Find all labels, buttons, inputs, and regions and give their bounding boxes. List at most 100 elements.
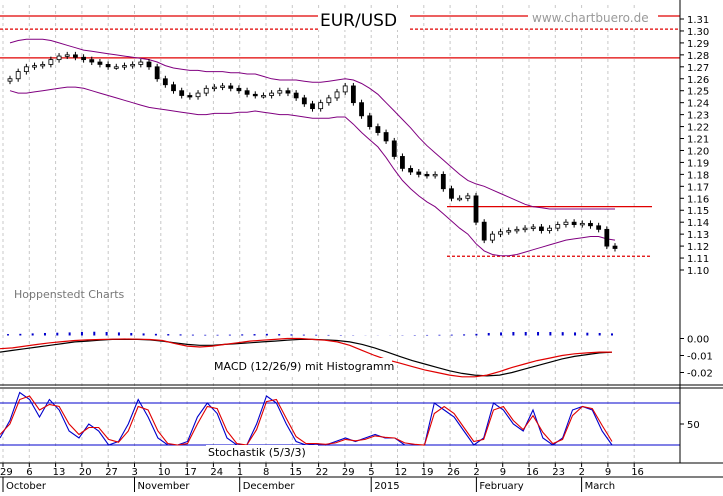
month-label: March xyxy=(585,481,615,492)
month-label: December xyxy=(243,481,296,492)
candle xyxy=(285,90,291,94)
date-tick-label: 13 xyxy=(53,467,66,478)
candle xyxy=(293,92,299,99)
price-tick-label: 1.19 xyxy=(687,158,709,169)
month-label: November xyxy=(138,481,191,492)
candle xyxy=(375,126,381,133)
date-tick-label: 29 xyxy=(0,467,13,478)
candle xyxy=(440,173,446,190)
candle xyxy=(179,90,185,96)
candle xyxy=(32,65,37,68)
price-tick-label: 1.16 xyxy=(687,194,709,205)
watermark: www.chartbuero.de xyxy=(532,11,649,25)
candle xyxy=(530,226,536,229)
candle xyxy=(326,97,332,104)
price-tick-label: 1.30 xyxy=(687,27,709,38)
candle xyxy=(555,224,561,229)
bollinger-lower-band xyxy=(9,86,616,257)
axis-ticks: 1.311.301.291.281.271.261.251.241.231.22… xyxy=(0,15,713,492)
candle xyxy=(162,78,168,86)
date-tick-label: 8 xyxy=(263,467,269,478)
candle xyxy=(252,93,258,97)
reference-lines xyxy=(0,15,680,257)
candle xyxy=(122,65,127,68)
candle xyxy=(138,61,144,65)
date-tick-label: 26 xyxy=(447,467,460,478)
candle xyxy=(514,228,520,232)
bollinger-bands xyxy=(9,38,616,257)
date-tick-label: 15 xyxy=(289,467,302,478)
candle xyxy=(473,195,479,223)
candle xyxy=(146,61,152,68)
candle xyxy=(23,66,29,72)
macd-histogram xyxy=(7,331,613,336)
candle xyxy=(579,222,585,226)
date-tick-label: 24 xyxy=(210,467,223,478)
date-tick-label: 3 xyxy=(132,467,138,478)
price-tick-label: 1.27 xyxy=(687,63,709,74)
candle xyxy=(334,91,340,99)
candle xyxy=(612,245,618,249)
price-tick-label: 1.14 xyxy=(687,218,709,229)
candle xyxy=(318,102,324,110)
price-tick-label: 1.24 xyxy=(687,99,709,110)
candle xyxy=(228,85,234,89)
candle xyxy=(588,222,593,227)
price-tick-label: 1.13 xyxy=(687,230,709,241)
candle xyxy=(64,54,70,57)
candle xyxy=(48,59,54,65)
stoch-label-backdrop xyxy=(206,445,318,461)
candle xyxy=(522,227,528,231)
date-tick-label: 12 xyxy=(395,467,408,478)
candle xyxy=(367,115,373,127)
month-label: October xyxy=(6,481,47,492)
candle xyxy=(56,55,62,61)
price-candles xyxy=(7,51,618,252)
candle xyxy=(97,61,103,65)
price-tick-label: 1.31 xyxy=(687,15,709,26)
date-tick-label: 17 xyxy=(184,467,197,478)
credit-label: Hoppenstedt Charts xyxy=(14,288,125,301)
price-tick-label: 1.17 xyxy=(687,182,709,193)
candle xyxy=(40,64,46,67)
candle xyxy=(113,66,119,69)
candle xyxy=(571,221,577,225)
candle xyxy=(432,173,438,177)
chart-title: EUR/USD xyxy=(320,11,397,31)
candle xyxy=(277,90,283,94)
candle xyxy=(154,66,160,80)
price-tick-label: 1.26 xyxy=(687,75,709,86)
price-tick-label: 1.28 xyxy=(687,51,709,62)
candle xyxy=(539,226,544,231)
candle xyxy=(457,197,463,201)
candle xyxy=(596,225,602,230)
candle xyxy=(203,87,209,94)
candle xyxy=(195,92,201,98)
candle xyxy=(301,97,307,105)
date-tick-label: 19 xyxy=(421,467,434,478)
candle xyxy=(408,168,414,173)
candle xyxy=(506,230,512,233)
candle xyxy=(350,85,356,104)
candle xyxy=(269,92,275,96)
date-tick-label: 9 xyxy=(500,467,506,478)
date-tick-label: 5 xyxy=(368,467,374,478)
date-tick-label: 29 xyxy=(342,467,355,478)
candle xyxy=(547,227,552,231)
candle xyxy=(81,56,86,61)
candle xyxy=(310,103,315,110)
candle xyxy=(130,64,136,67)
candle xyxy=(105,64,111,68)
candle xyxy=(73,54,78,58)
candle xyxy=(359,102,364,117)
candle xyxy=(187,95,193,98)
bollinger-upper-band xyxy=(9,38,615,210)
price-tick-label: 1.12 xyxy=(687,242,709,253)
candle xyxy=(220,85,225,88)
macd-signal-line xyxy=(0,337,612,378)
price-tick-label: 1.10 xyxy=(687,266,709,277)
date-tick-label: 27 xyxy=(105,467,118,478)
macd-tick-label: 0.00 xyxy=(687,335,709,346)
date-tick-label: 2 xyxy=(579,467,585,478)
price-tick-label: 1.20 xyxy=(687,146,709,157)
